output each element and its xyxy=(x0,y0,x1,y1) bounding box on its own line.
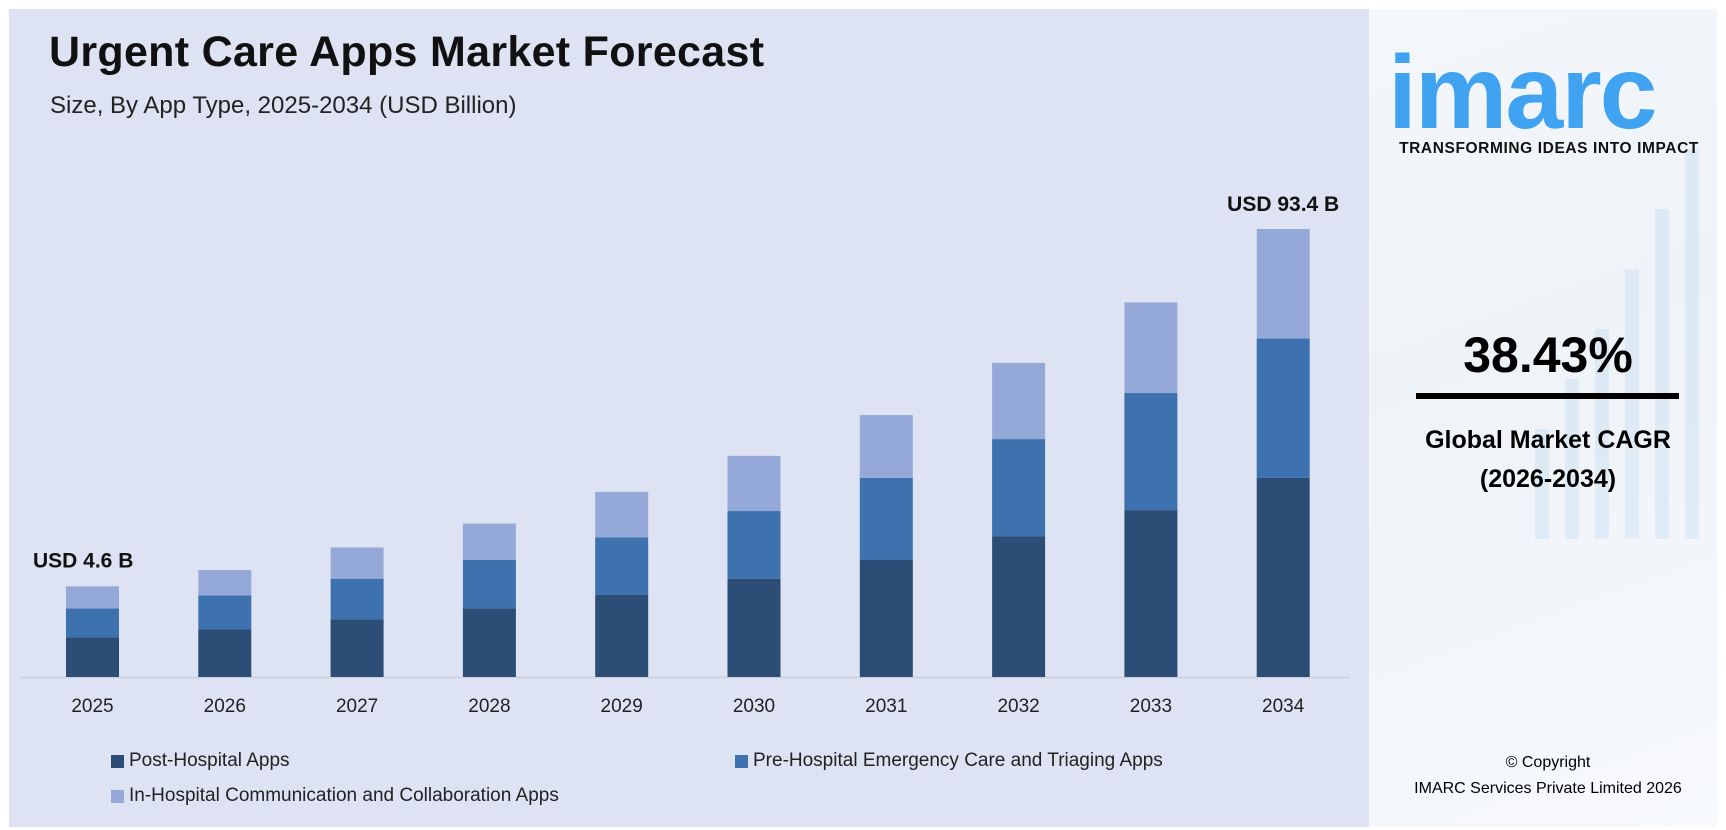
total-value-label: USD 93.4 B xyxy=(1227,193,1339,216)
x-tick-label: 2029 xyxy=(601,696,643,717)
cagr-divider xyxy=(1416,393,1679,399)
bar-segment-2032-series-2 xyxy=(992,362,1046,440)
copyright-line-2: IMARC Services Private Limited 2026 xyxy=(1414,780,1682,797)
x-tick-label: 2027 xyxy=(336,696,378,717)
bar-segment-2031-series-0 xyxy=(859,559,913,677)
bar-segment-2025-series-0 xyxy=(66,637,119,677)
sidebar-panel xyxy=(1369,9,1717,827)
imarc-logo: imarc xyxy=(1388,38,1658,138)
bar-segment-2028-series-0 xyxy=(462,608,516,677)
x-tick-label: 2032 xyxy=(997,696,1039,717)
bar-segment-2029-series-1 xyxy=(595,537,649,595)
chart-title: Urgent Care Apps Market Forecast xyxy=(49,28,765,76)
bar-segment-2034-series-2 xyxy=(1256,229,1310,339)
cagr-value: 38.43% xyxy=(1463,327,1633,383)
bar-segment-2026-series-1 xyxy=(198,595,252,630)
x-tick-label: 2026 xyxy=(204,696,246,717)
x-tick-label: 2025 xyxy=(71,696,113,717)
cagr-label: Global Market CAGR xyxy=(1425,426,1671,454)
legend-label: Pre-Hospital Emergency Care and Triaging… xyxy=(753,750,1163,771)
bar-segment-2030-series-2 xyxy=(727,455,781,512)
total-value-label: USD 4.6 B xyxy=(33,549,133,572)
x-tick-label: 2034 xyxy=(1262,696,1305,717)
bar-segment-2030-series-0 xyxy=(727,578,781,677)
legend-label: Post-Hospital Apps xyxy=(129,750,290,771)
cagr-period: (2026-2034) xyxy=(1479,465,1617,493)
legend-swatch xyxy=(111,754,124,768)
bar-segment-2029-series-0 xyxy=(595,594,649,677)
legend-label: In-Hospital Communication and Collaborat… xyxy=(129,785,559,806)
bar-segment-2031-series-2 xyxy=(859,415,913,478)
copyright-line-1: © Copyright xyxy=(1505,754,1591,771)
legend-item-pre-hospital: Pre-Hospital Emergency Care and Triaging… xyxy=(735,750,1163,772)
legend-item-post-hospital: Post-Hospital Apps xyxy=(111,750,290,772)
bar-segment-2027-series-0 xyxy=(330,619,384,677)
bar-segment-2026-series-0 xyxy=(198,629,252,677)
bar-segment-2034-series-0 xyxy=(1256,477,1310,677)
bar-segment-2032-series-0 xyxy=(992,536,1046,677)
x-tick-label: 2033 xyxy=(1130,696,1172,717)
x-tick-label: 2030 xyxy=(733,696,775,717)
cagr-label-block: Global Market CAGR (2026-2034) xyxy=(1380,421,1716,499)
bar-segment-2032-series-1 xyxy=(992,439,1046,537)
bar-segment-2026-series-2 xyxy=(198,570,252,596)
bar-segment-2025-series-1 xyxy=(66,608,119,638)
bar-segment-2027-series-1 xyxy=(330,578,384,620)
bar-segment-2028-series-2 xyxy=(462,523,516,560)
chart-subtitle: Size, By App Type, 2025-2034 (USD Billio… xyxy=(50,92,517,119)
bar-segment-2028-series-1 xyxy=(462,559,516,609)
copyright: © Copyright IMARC Services Private Limit… xyxy=(1380,750,1716,802)
stacked-bar-chart: 2025 2026 2027 2028 2029 2030 2031 2032 2033 2034… xyxy=(20,193,1350,717)
legend-swatch xyxy=(111,789,124,803)
bar-segment-2029-series-2 xyxy=(595,491,649,538)
bar-segment-2034-series-1 xyxy=(1256,338,1310,478)
bar-segment-2030-series-1 xyxy=(727,511,781,579)
bar-segment-2025-series-2 xyxy=(66,586,119,609)
x-tick-label: 2031 xyxy=(865,696,907,717)
legend-item-in-hospital: In-Hospital Communication and Collaborat… xyxy=(111,785,559,807)
bar-segment-2031-series-1 xyxy=(859,477,913,560)
bar-segment-2033-series-1 xyxy=(1124,393,1178,511)
bar-segment-2027-series-2 xyxy=(330,547,384,579)
legend-swatch xyxy=(735,754,748,768)
logo-tagline: TRANSFORMING IDEAS INTO IMPACT xyxy=(1399,140,1699,157)
logo-text: imarc xyxy=(1388,38,1656,138)
x-tick-label: 2028 xyxy=(468,696,510,717)
bar-segment-2033-series-2 xyxy=(1124,302,1178,394)
bar-segment-2033-series-0 xyxy=(1124,510,1178,677)
background-chart-decoration xyxy=(1535,149,1699,539)
